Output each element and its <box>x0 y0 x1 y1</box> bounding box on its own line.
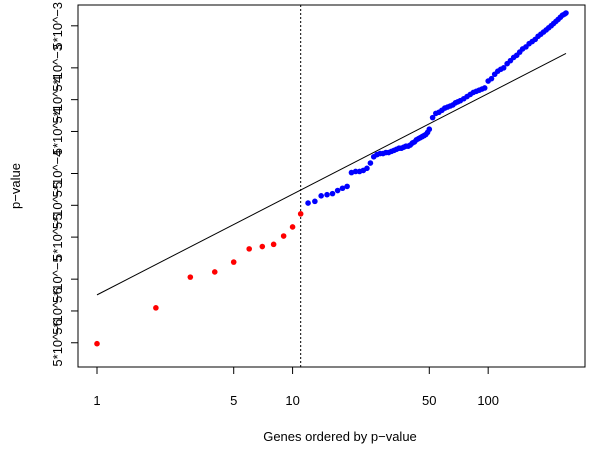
significant-point <box>289 224 296 230</box>
x-tick-label: 5 <box>230 393 237 408</box>
x-tick-label: 10 <box>285 393 299 408</box>
y-tick-label: 5*10^−6 <box>50 319 65 367</box>
y-tick-label: 5*10^−3 <box>50 44 65 92</box>
plot-box <box>77 4 586 368</box>
x-tick-label: 100 <box>477 393 499 408</box>
y-tick-label: 5*10^−5 <box>50 213 65 261</box>
nonsignificant-point <box>324 191 330 198</box>
significant-point <box>211 269 218 275</box>
nonsignificant-point <box>500 65 507 71</box>
significant-point <box>246 246 252 252</box>
nonsignificant-point <box>334 187 341 194</box>
significant-point <box>297 211 304 217</box>
significant-point <box>270 241 277 248</box>
reference-line <box>96 52 567 296</box>
x-axis: 1 5 10 50 100 <box>93 367 499 408</box>
nonsignificant-point <box>352 168 359 175</box>
nonsignificant-point <box>481 85 488 91</box>
significant-point <box>280 233 287 239</box>
significant-point <box>230 259 237 265</box>
y-tick-label: 5*10^−5 <box>50 181 65 229</box>
nonsignificant-point <box>312 198 318 205</box>
x-tick-label: 1 <box>93 393 100 408</box>
y-tick-label: 5*10^−6 <box>50 287 65 335</box>
nonsignificant-point <box>488 75 495 82</box>
significant-point <box>187 274 194 280</box>
nonsignificant-point <box>305 200 311 206</box>
data-points <box>94 10 569 347</box>
nonsignificant-point <box>329 190 336 197</box>
nonsignificant-point <box>339 185 346 192</box>
nonsignificant-point <box>426 126 433 133</box>
nonsignificant-point <box>429 114 436 121</box>
significant-point <box>259 243 266 250</box>
x-axis-title: Genes ordered by p−value <box>263 429 417 444</box>
y-axis: 5*10^−65*10^−65*10^−55*10^−55*10^−55*10^… <box>50 2 78 367</box>
y-tick-label: 5*10^−4 <box>50 150 65 198</box>
y-tick-label: 5*10^−4 <box>50 76 65 124</box>
significant-point <box>153 305 159 311</box>
significant-point <box>94 340 100 347</box>
y-tick-label: 5*10^−4 <box>50 108 65 156</box>
nonsignificant-point <box>364 165 370 172</box>
y-axis-title: p−value <box>8 163 23 209</box>
nonsignificant-point <box>344 183 350 190</box>
nonsignificant-point <box>367 160 374 166</box>
nonsignificant-point <box>318 193 324 199</box>
x-tick-label: 50 <box>422 393 436 408</box>
y-tick-label: 5*10^−5 <box>50 255 65 303</box>
nonsignificant-point <box>563 10 569 16</box>
y-tick-label: 5*10^−3 <box>50 2 65 50</box>
